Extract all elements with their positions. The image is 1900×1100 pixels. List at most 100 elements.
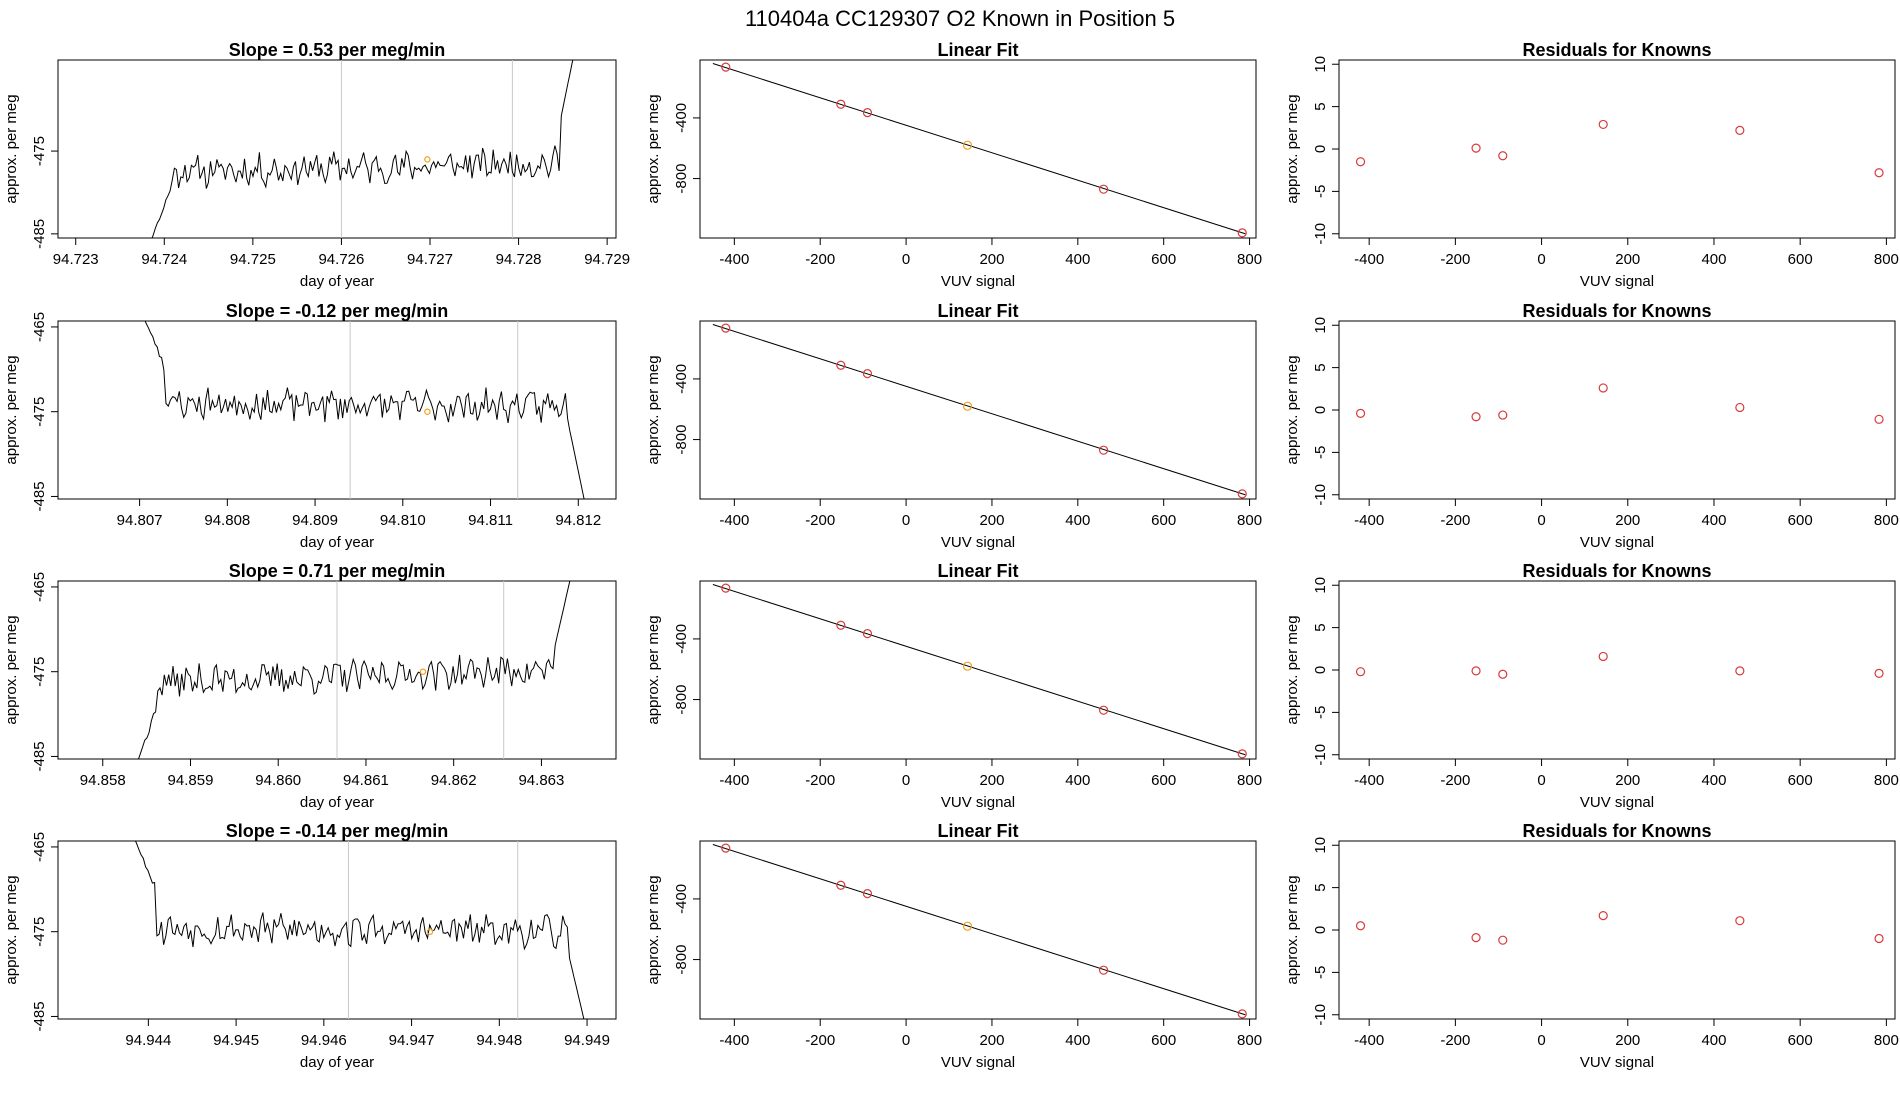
y-tick-label: -475 [31, 917, 48, 947]
fit-line [712, 844, 1246, 1016]
residual-point [1735, 916, 1745, 926]
plot-frame [1338, 59, 1896, 239]
x-axis-label: day of year [300, 1054, 374, 1071]
y-axis-label: approx. per meg [645, 615, 662, 724]
x-tick-label: 200 [1615, 1032, 1640, 1049]
x-tick-label: 600 [1788, 1032, 1813, 1049]
residual-point [1735, 402, 1745, 413]
x-tick-label: -400 [1354, 1032, 1384, 1049]
y-tick-label: 5 [1312, 363, 1329, 371]
x-tick-label: -400 [1354, 512, 1384, 529]
x-tick-label: 800 [1237, 1032, 1262, 1049]
known-point [1237, 228, 1247, 238]
residuals-panel: Residuals for Knowns VUV signal approx. pe… [1284, 301, 1899, 551]
x-tick-label: -200 [1440, 1032, 1470, 1049]
y-tick-label: 10 [1312, 317, 1329, 334]
y-axis-label: approx. per meg [3, 875, 20, 984]
x-tick-label: 94.810 [380, 512, 426, 529]
plot-frame [699, 580, 1257, 760]
residuals-panel: Residuals for Knowns VUV signal approx. pe… [1284, 40, 1899, 290]
x-axis-label: VUV signal [941, 794, 1015, 811]
x-tick-label: 400 [1065, 1032, 1090, 1049]
x-tick-label: 800 [1874, 512, 1899, 529]
x-tick-label: 200 [1615, 251, 1640, 268]
known-point [836, 360, 846, 370]
y-axis-label: approx. per meg [1284, 94, 1301, 203]
x-tick-label: 800 [1874, 1032, 1899, 1049]
x-tick-label: 94.948 [476, 1032, 522, 1049]
y-tick-label: -5 [1312, 706, 1329, 719]
y-axis-label: approx. per meg [1284, 875, 1301, 984]
x-tick-label: 0 [902, 1032, 910, 1049]
residual-point [1874, 933, 1884, 944]
y-tick-label: -10 [1312, 744, 1329, 766]
y-tick-label: 0 [1312, 926, 1329, 934]
known-point [1237, 749, 1247, 759]
panel-title: Linear Fit [937, 40, 1018, 60]
x-tick-label: 400 [1065, 251, 1090, 268]
y-tick-label: 10 [1312, 837, 1329, 854]
x-axis-label: day of year [300, 794, 374, 811]
x-tick-label: 94.723 [53, 251, 99, 268]
panel-title: Slope = 0.71 per meg/min [229, 561, 446, 581]
x-tick-label: 200 [1615, 512, 1640, 529]
panel-title: Residuals for Knowns [1522, 301, 1711, 321]
page-title: 110404a CC129307 O2 Known in Position 5 [745, 6, 1175, 31]
y-tick-label: 10 [1312, 577, 1329, 594]
plot-frame [1338, 580, 1896, 760]
y-axis-label: approx. per meg [645, 875, 662, 984]
linear-fit-panel: Linear Fit VUV signal approx. per meg -400 -… [645, 561, 1262, 811]
x-tick-label: 94.862 [431, 772, 477, 789]
x-tick-label: -200 [805, 772, 835, 789]
y-tick-label: -400 [673, 884, 690, 914]
x-tick-label: 200 [979, 772, 1004, 789]
x-tick-label: 94.724 [141, 251, 187, 268]
x-tick-label: 0 [902, 512, 910, 529]
residual-point [1874, 168, 1884, 178]
y-axis-label: approx. per meg [1284, 615, 1301, 724]
residual-point [1471, 666, 1481, 676]
x-tick-label: 94.808 [204, 512, 250, 529]
y-tick-label: -475 [31, 136, 48, 166]
y-axis-label: approx. per meg [3, 355, 20, 464]
residual-point [1735, 666, 1745, 676]
y-tick-label: -475 [31, 657, 48, 687]
x-tick-label: 94.729 [584, 251, 630, 268]
residual-point [1598, 383, 1608, 393]
x-tick-label: 94.944 [125, 1032, 171, 1049]
y-tick-label: -400 [673, 624, 690, 654]
y-tick-label: -400 [673, 103, 690, 133]
x-tick-label: 600 [1788, 512, 1813, 529]
sample-marker [424, 156, 431, 163]
x-tick-label: 0 [1537, 1032, 1545, 1049]
panel-grid: Slope = 0.53 per meg/min day of year appro… [3, 40, 1899, 1071]
sample-marker [426, 928, 434, 935]
known-point [1098, 445, 1109, 455]
known-point [836, 620, 846, 630]
known-point [721, 323, 731, 333]
x-tick-label: 400 [1701, 1032, 1726, 1049]
y-tick-label: 5 [1312, 102, 1329, 110]
plot-frame [1338, 840, 1896, 1020]
x-axis-label: day of year [300, 534, 374, 551]
known-point [1098, 184, 1109, 194]
x-tick-label: 0 [1537, 251, 1545, 268]
y-tick-label: -800 [673, 945, 690, 975]
x-tick-label: 800 [1237, 772, 1262, 789]
residual-point [1735, 125, 1745, 135]
x-tick-label: 94.809 [292, 512, 338, 529]
x-tick-label: 600 [1788, 251, 1813, 268]
y-tick-label: 0 [1312, 666, 1329, 674]
sample-marker [419, 668, 427, 675]
time-series-panel: Slope = -0.12 per meg/min day of year appr… [3, 301, 617, 551]
x-tick-label: 94.947 [389, 1032, 435, 1049]
residual-point [1355, 921, 1366, 931]
y-tick-label: 5 [1312, 623, 1329, 631]
known-point [1098, 965, 1109, 975]
x-tick-label: -200 [1440, 772, 1470, 789]
x-tick-label: -400 [719, 772, 749, 789]
x-tick-label: -200 [1440, 512, 1470, 529]
x-tick-label: 200 [1615, 772, 1640, 789]
time-series-panel: Slope = 0.53 per meg/min day of year appro… [3, 40, 630, 290]
residual-point [1874, 668, 1884, 678]
